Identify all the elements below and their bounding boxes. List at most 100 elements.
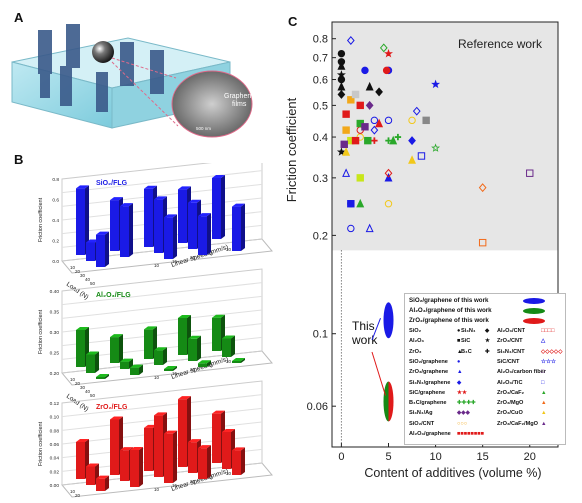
- bar-top: [120, 358, 133, 362]
- graphene-films: [38, 24, 164, 112]
- bar-speed-tick: 15: [172, 371, 178, 376]
- bar-front: [178, 189, 187, 243]
- bar-top: [188, 439, 201, 443]
- legend-entry: B₄C/graphene ✚✚✚✚: [409, 400, 476, 407]
- bar-top: [110, 416, 123, 420]
- bar-front: [120, 450, 129, 481]
- bar-top: [222, 335, 235, 339]
- legend-entry: ZrO₂/CuO ▲: [497, 410, 547, 417]
- bar: [188, 335, 201, 361]
- legend-marker-icon: ■: [457, 338, 461, 345]
- this-work-zro2-ellipse: [388, 381, 394, 422]
- bar-side: [207, 360, 211, 367]
- bar-top: [232, 203, 245, 207]
- bar-top: [96, 231, 109, 235]
- bar-side: [173, 214, 177, 259]
- x-axis-label: Content of additives (volume %): [364, 466, 541, 480]
- bar-speed-tick: 10: [154, 375, 160, 380]
- bar-load-tick: 20: [75, 493, 81, 498]
- bar-speed-tick: 15: [172, 483, 178, 488]
- legend-marker-icon: ◆: [457, 379, 462, 386]
- bar-load-tick: 30: [80, 497, 86, 498]
- bar-top: [144, 326, 157, 330]
- bar-front: [164, 217, 173, 259]
- legend-entry: SiO₂ ●: [409, 328, 461, 334]
- data-point: [371, 137, 378, 144]
- xtick-label: 5: [385, 451, 391, 463]
- bar-side: [139, 447, 143, 487]
- bar-front: [232, 450, 241, 475]
- data-point: [351, 136, 360, 145]
- panel-c-letter: C: [288, 14, 298, 29]
- legend-entry: SiC/CNT ☆☆☆: [497, 358, 557, 365]
- bar: [164, 366, 177, 371]
- legend-marker-icon: ▲: [541, 389, 547, 396]
- sem-inset: [171, 70, 253, 138]
- bar-front: [110, 419, 119, 475]
- data-point: [385, 137, 392, 144]
- data-point: [347, 96, 355, 104]
- data-point: [342, 126, 350, 134]
- legend-this-work-row: SiO₂/graphene of this work: [409, 297, 545, 304]
- reference-region: [332, 22, 558, 251]
- legend-marker-icon: ★: [485, 338, 491, 345]
- inset-label: Graphene: [224, 93, 255, 100]
- bar-top: [120, 203, 133, 207]
- data-point: [365, 223, 374, 233]
- bar-front: [198, 363, 207, 367]
- bar: [130, 447, 143, 487]
- data-point: [365, 81, 374, 91]
- bar-front: [154, 415, 163, 477]
- legend-marker-icon: ■■■■■■■■: [457, 431, 485, 437]
- bar-top: [76, 439, 89, 442]
- data-point: [342, 147, 351, 156]
- bar-top: [130, 364, 143, 368]
- data-point: [365, 100, 374, 110]
- bar-load-tick: 30: [80, 385, 86, 390]
- data-point: [382, 66, 391, 75]
- bar-front: [198, 216, 207, 255]
- bar-front: [96, 234, 105, 267]
- grid-line: [61, 394, 263, 418]
- bar-top: [212, 410, 225, 414]
- legend-marker-icon: ★★: [457, 389, 468, 396]
- data-point: [422, 116, 430, 125]
- bar-front: [198, 448, 207, 479]
- bar-xlabel: Load (N): [65, 393, 90, 413]
- bar-speed-tick: 20: [190, 367, 196, 372]
- bar-ytick-label: 0.30: [50, 330, 60, 336]
- legend-marker-icon: ✚✚✚✚: [457, 400, 476, 407]
- ytick-label: 0.4: [313, 132, 328, 144]
- bar-ytick-label: 0.02: [50, 469, 60, 475]
- bar-ytick-label: 0.2: [52, 239, 59, 245]
- data-point: [478, 238, 487, 247]
- grid-line: [61, 309, 263, 333]
- bar-ytick-label: 0.10: [50, 415, 60, 421]
- bar: [96, 374, 109, 379]
- this-work-label: This: [352, 319, 375, 333]
- data-point: [408, 155, 417, 164]
- bar: [164, 214, 177, 259]
- legend-entry: B₄C ✚: [461, 348, 490, 355]
- data-point: [356, 174, 364, 182]
- bar-front: [232, 206, 241, 251]
- data-point: [342, 110, 350, 118]
- bar-speed-tick: 10: [154, 263, 160, 268]
- bar-side: [241, 203, 245, 251]
- data-point: [417, 152, 426, 160]
- bar: [86, 351, 99, 373]
- bar: [130, 364, 143, 375]
- bar-side: [173, 366, 177, 371]
- bar-front: [178, 318, 187, 355]
- data-point: [412, 106, 421, 116]
- bar: [222, 335, 235, 357]
- bar: [198, 445, 211, 479]
- bar-ylabel: Friction coefficient: [38, 421, 44, 466]
- xtick-label: 20: [524, 451, 536, 463]
- bar-top: [154, 347, 167, 351]
- bar-ytick-label: 0.25: [50, 351, 60, 357]
- bar-side: [119, 334, 123, 363]
- bar-side: [207, 213, 211, 255]
- legend-marker-icon: △: [541, 338, 546, 345]
- bar-front: [86, 354, 95, 373]
